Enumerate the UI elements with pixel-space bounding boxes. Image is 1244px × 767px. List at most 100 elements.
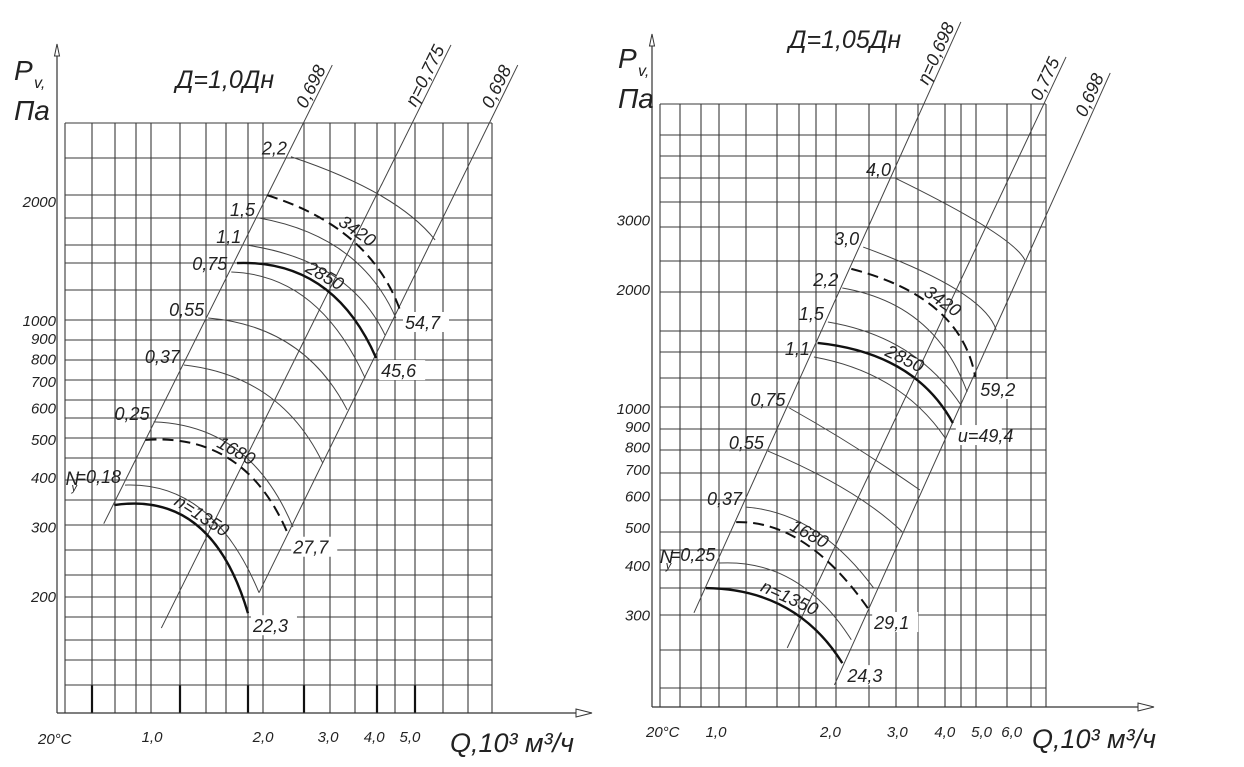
end-label-background	[379, 360, 426, 381]
x-tick-label: 6,0	[1001, 724, 1023, 741]
speed-curve	[266, 194, 401, 311]
efficiency-line-label: 0,775	[1026, 53, 1064, 103]
power-curve	[746, 506, 875, 589]
power-curve-label: 1,1	[785, 339, 810, 359]
speed-curve	[236, 261, 378, 359]
y-tick-label: 600	[625, 489, 651, 506]
y-axis-label-subscript: v,	[34, 75, 45, 92]
power-curve	[719, 562, 852, 641]
y-tick-label: 900	[31, 331, 57, 348]
power-curve	[231, 271, 366, 379]
y-tick-label: 700	[625, 462, 651, 479]
efficiency-line-label: 0,698	[478, 62, 516, 111]
x-tick-label: 2,0	[252, 729, 275, 746]
y-tick-label: 600	[31, 401, 57, 418]
chart-title: Д=1,05Дн	[786, 26, 901, 54]
power-curve-label: =0,18	[75, 467, 121, 487]
efficiency-line	[786, 56, 1067, 649]
y-tick-label: 500	[31, 432, 57, 449]
speed-curve	[145, 438, 290, 536]
end-label-background	[291, 536, 338, 557]
power-label-prefix: N	[65, 469, 79, 490]
x-tick-label: 2,0	[819, 724, 842, 741]
power-curve	[842, 287, 968, 393]
end-label-background	[872, 612, 919, 633]
efficiency-line	[103, 64, 333, 524]
power-curve-label: 0,55	[729, 433, 765, 453]
power-curve	[208, 317, 348, 411]
power-curve-label: 1,5	[799, 304, 825, 324]
y-tick-label: 300	[31, 520, 57, 537]
y-axis-label-unit: Па	[14, 95, 50, 126]
speed-curve	[736, 521, 871, 611]
efficiency-line	[834, 72, 1111, 686]
y-tick-label: 2000	[616, 282, 651, 299]
x-tick-label: 1,0	[142, 729, 164, 746]
y-axis-label-subscript: v,	[638, 63, 649, 80]
power-curve	[789, 407, 921, 491]
speed-curve-end-label: u=49,4	[958, 426, 1014, 446]
end-label-background	[403, 312, 450, 333]
speed-curve-end-label: 59,2	[980, 380, 1015, 400]
power-curve	[863, 246, 997, 331]
y-tick-label: 700	[31, 374, 57, 391]
efficiency-line-label: η=0,775	[401, 41, 449, 109]
x-tick-label: 5,0	[971, 724, 993, 741]
power-label-prefix-subscript: y	[665, 560, 673, 572]
x-axis-label: Q,10³ м³/ч	[1032, 724, 1156, 754]
power-curve-label: 4,0	[866, 160, 891, 180]
y-tick-label: 300	[625, 608, 651, 625]
chart-title: Д=1,0Дн	[173, 66, 275, 94]
power-curve	[894, 177, 1026, 261]
efficiency-line-label: 0,698	[1071, 70, 1108, 119]
efficiency-line-label: η=0,698	[913, 19, 958, 87]
y-axis-label-symbol: P	[618, 43, 637, 74]
power-curve	[245, 244, 386, 336]
speed-curve-end-label: 45,6	[381, 361, 417, 381]
x-tick-label: 5,0	[399, 729, 421, 746]
power-curve	[183, 364, 324, 464]
power-label-prefix: N	[660, 547, 674, 568]
x-tick-label: 4,0	[364, 729, 386, 746]
power-curve-label: 2,2	[261, 139, 287, 159]
efficiency-line-label: 0,698	[292, 62, 330, 111]
speed-curve	[851, 267, 977, 378]
y-tick-label: 1000	[23, 313, 57, 330]
y-tick-label: 900	[625, 419, 651, 436]
efficiency-line	[258, 64, 519, 593]
temperature-label: 20°C	[37, 731, 72, 748]
power-curve-label: 0,55	[169, 300, 205, 320]
speed-curve	[705, 586, 844, 664]
power-curve	[767, 450, 903, 533]
x-axis-label: Q,10³ м³/ч	[450, 728, 574, 758]
efficiency-line	[160, 44, 452, 629]
speed-curve	[114, 502, 250, 614]
y-axis-arrow-icon	[53, 43, 61, 57]
power-curve-label: 0,25	[115, 404, 151, 424]
speed-curve-end-label: 24,3	[846, 666, 882, 686]
efficiency-line	[693, 21, 962, 614]
y-tick-label: 800	[31, 351, 57, 368]
power-curve	[813, 356, 946, 439]
speed-curve	[817, 341, 954, 424]
end-label-background	[978, 379, 1025, 400]
power-curve	[827, 321, 962, 406]
power-curve-label: 0,75	[750, 390, 786, 410]
power-curve-label: 1,5	[230, 200, 256, 220]
speed-curve-label: n=1350	[758, 576, 821, 619]
speed-curve-end-label: 27,7	[292, 538, 329, 558]
y-tick-label: 3000	[617, 213, 651, 230]
power-curve	[290, 156, 436, 241]
x-axis-arrow-icon	[1137, 702, 1155, 712]
power-curve	[124, 484, 260, 593]
y-tick-label: 400	[625, 558, 651, 575]
power-curve-label: 0,37	[707, 489, 743, 509]
temperature-label: 20°C	[645, 724, 680, 741]
power-curve	[258, 217, 397, 319]
x-axis-arrow-icon	[575, 708, 593, 718]
y-tick-label: 400	[31, 470, 57, 487]
x-tick-label: 4,0	[934, 724, 956, 741]
power-curve-label: 0,37	[145, 347, 181, 367]
